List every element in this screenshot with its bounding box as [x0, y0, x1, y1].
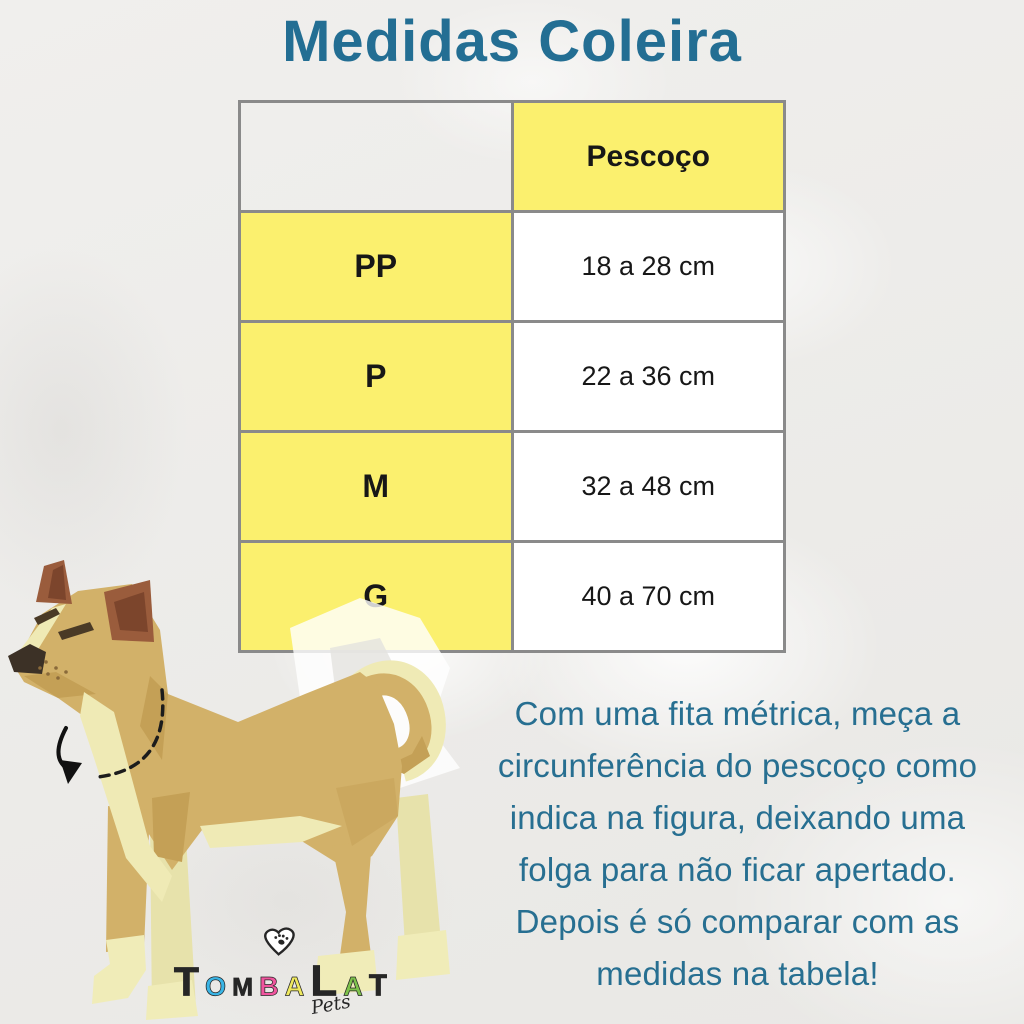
table-header-pescoco: Pescoço [510, 100, 786, 213]
dog-left-ear-inner [48, 565, 66, 600]
instruction-line: folga para não ficar apertado. [518, 851, 957, 888]
dog-far-hind-leg [396, 794, 442, 962]
instruction-line: circunferência do pescoço como [497, 747, 978, 784]
value-cell-g: 40 a 70 cm [510, 540, 786, 653]
table-row: P 22 a 36 cm [238, 320, 786, 433]
instruction-line: indica na figura, deixando uma [509, 799, 966, 836]
dog-snout-stripe [20, 604, 66, 656]
dog-muzzle-freckles [38, 660, 68, 680]
instruction-line: medidas na tabela! [596, 955, 879, 992]
dog-hind-foot [314, 950, 378, 996]
dog-thigh-shade [336, 778, 398, 846]
dog-belly [200, 816, 342, 848]
size-cell-p: P [238, 320, 514, 433]
dog-chest [80, 692, 172, 902]
dog-eyebrow [34, 608, 60, 625]
heart-paw-icon [264, 927, 295, 956]
dog-far-front-foot [146, 980, 198, 1020]
instruction-line: Depois é só comparar com as [515, 903, 960, 940]
instruction-line: Com uma fita métrica, meça a [514, 695, 961, 732]
measuring-instructions: Com uma fita métrica, meça a circunferên… [455, 688, 1020, 1000]
dog-far-hind-foot [396, 930, 450, 980]
page-title: Medidas Coleira [282, 9, 742, 74]
size-table: Pescoço PP 18 a 28 cm P 22 a 36 cm M 32 … [238, 100, 786, 653]
logo-wordmark: T O M B A L A T A S [174, 956, 387, 1005]
table-header-row: Pescoço [238, 100, 786, 213]
dog-front-foot [92, 935, 146, 1004]
measure-arrow-head [60, 760, 82, 784]
size-cell-pp: PP [238, 210, 514, 323]
table-corner-cell [238, 100, 514, 213]
dog-nose [8, 644, 46, 674]
table-row: M 32 a 48 cm [238, 430, 786, 543]
dog-leg-shade [152, 792, 190, 862]
dog-jaw-shade [24, 672, 96, 698]
dog-right-ear-inner [114, 592, 148, 632]
dog-hind-leg [332, 840, 374, 984]
dog-illustration [8, 560, 460, 1020]
dog-body [14, 584, 402, 870]
value-cell-p: 22 a 36 cm [510, 320, 786, 433]
dog-eye [58, 622, 94, 640]
neck-measure-dashed-line [96, 688, 165, 779]
brand-logo: T O M B A L A T A S Pets [173, 927, 387, 1019]
value-cell-pp: 18 a 28 cm [510, 210, 786, 323]
table-row: PP 18 a 28 cm [238, 210, 786, 323]
size-cell-m: M [238, 430, 514, 543]
value-cell-m: 32 a 48 cm [510, 430, 786, 543]
